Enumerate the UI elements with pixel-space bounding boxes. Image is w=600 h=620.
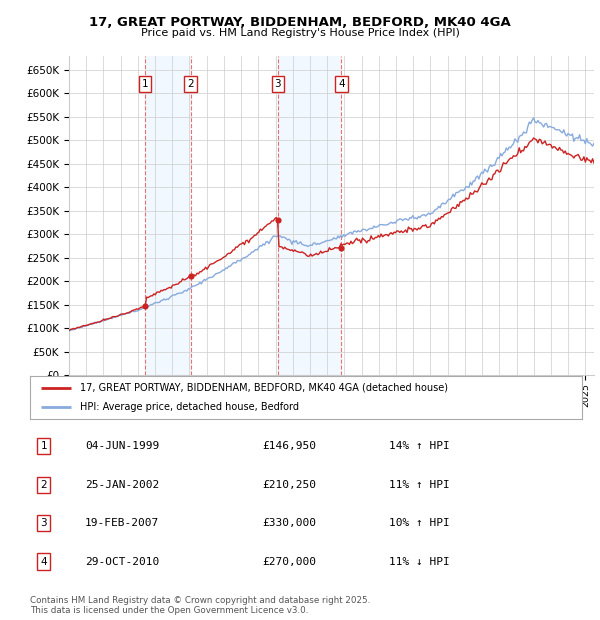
- Point: [273, 215, 283, 225]
- Text: 1: 1: [40, 441, 47, 451]
- Text: 2: 2: [187, 79, 194, 89]
- Text: 11% ↓ HPI: 11% ↓ HPI: [389, 557, 449, 567]
- Text: Contains HM Land Registry data © Crown copyright and database right 2025.
This d: Contains HM Land Registry data © Crown c…: [30, 596, 370, 615]
- Text: £330,000: £330,000: [262, 518, 316, 528]
- Point: [140, 301, 150, 311]
- Text: 3: 3: [40, 518, 47, 528]
- Point: [186, 272, 196, 281]
- Text: HPI: Average price, detached house, Bedford: HPI: Average price, detached house, Bedf…: [80, 402, 299, 412]
- Point: [337, 244, 346, 254]
- Text: 17, GREAT PORTWAY, BIDDENHAM, BEDFORD, MK40 4GA (detached house): 17, GREAT PORTWAY, BIDDENHAM, BEDFORD, M…: [80, 383, 448, 392]
- Text: 19-FEB-2007: 19-FEB-2007: [85, 518, 160, 528]
- Text: 11% ↑ HPI: 11% ↑ HPI: [389, 480, 449, 490]
- Text: £146,950: £146,950: [262, 441, 316, 451]
- Text: 14% ↑ HPI: 14% ↑ HPI: [389, 441, 449, 451]
- Text: 25-JAN-2002: 25-JAN-2002: [85, 480, 160, 490]
- Text: 2: 2: [40, 480, 47, 490]
- Text: 3: 3: [274, 79, 281, 89]
- Text: 29-OCT-2010: 29-OCT-2010: [85, 557, 160, 567]
- Bar: [278, 56, 341, 375]
- Text: 4: 4: [338, 79, 345, 89]
- Text: 1: 1: [142, 79, 149, 89]
- Text: 17, GREAT PORTWAY, BIDDENHAM, BEDFORD, MK40 4GA: 17, GREAT PORTWAY, BIDDENHAM, BEDFORD, M…: [89, 16, 511, 29]
- Text: 10% ↑ HPI: 10% ↑ HPI: [389, 518, 449, 528]
- Text: £210,250: £210,250: [262, 480, 316, 490]
- Text: £270,000: £270,000: [262, 557, 316, 567]
- Text: Price paid vs. HM Land Registry's House Price Index (HPI): Price paid vs. HM Land Registry's House …: [140, 28, 460, 38]
- Text: 4: 4: [40, 557, 47, 567]
- Text: 04-JUN-1999: 04-JUN-1999: [85, 441, 160, 451]
- Bar: [145, 56, 191, 375]
